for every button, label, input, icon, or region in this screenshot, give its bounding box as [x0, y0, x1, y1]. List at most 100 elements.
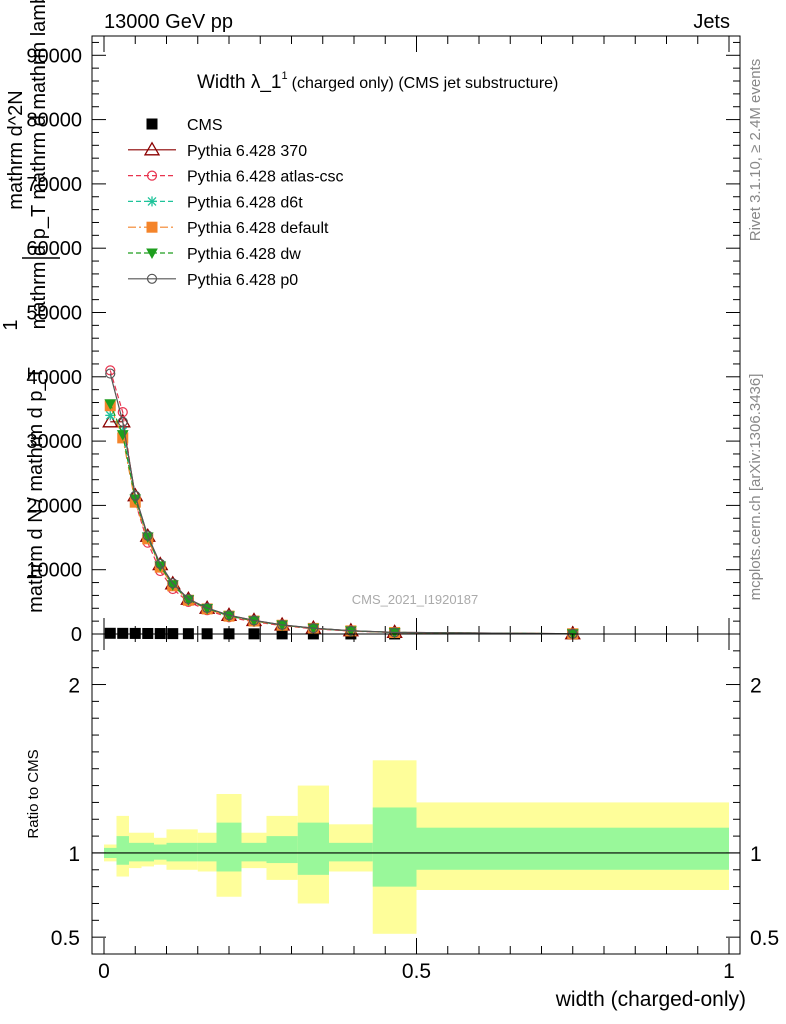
ylabel-numerator-2: mathrm d^2N	[5, 90, 27, 209]
x-tick-label: 1	[723, 960, 735, 983]
ratio-inner-band	[166, 842, 179, 862]
ratio-inner-band	[154, 844, 167, 860]
legend-label: Pythia 6.428 p0	[187, 272, 298, 289]
ratio-bands	[104, 760, 729, 934]
data-point	[105, 368, 116, 379]
ratio-inner-band	[197, 842, 217, 862]
legend-label: CMS	[187, 117, 223, 134]
main-y-axis-label: 1 mathrm d N / mathrm d p_T mathrm d^2N …	[0, 0, 60, 613]
data-point	[155, 558, 166, 570]
ratio-y-label: Ratio to CMS	[25, 749, 42, 838]
series-line	[109, 405, 573, 635]
main-y-tick-label: 60000	[26, 238, 82, 260]
series-line	[109, 403, 573, 635]
data-point	[105, 410, 116, 421]
x-axis-label: width (charged-only)	[555, 988, 746, 1011]
legend-item: Pythia 6.428 p0	[128, 272, 298, 289]
data-point	[104, 627, 116, 639]
ratio-inner-band	[241, 842, 267, 862]
legend-label: Pythia 6.428 atlas-csc	[187, 169, 344, 186]
x-tick-label: 0	[98, 960, 110, 983]
ratio-y-tick-label: 1	[68, 843, 80, 866]
data-point	[223, 610, 235, 621]
legend-item: Pythia 6.428 default	[128, 220, 329, 237]
series-pythia-6-428-atlas-csc	[105, 365, 578, 639]
ratio-axis-ticks: 0.5 0.5 1 1 2 2 0 0.5 1	[51, 634, 779, 983]
data-point	[154, 561, 167, 572]
ratio-inner-band	[297, 822, 329, 875]
main-y-tick-label: 50000	[26, 302, 82, 324]
legend-marker	[143, 141, 161, 156]
data-point	[130, 490, 141, 501]
main-y-tick-label: 90000	[26, 45, 82, 67]
legend-item: Pythia 6.428 dw	[128, 246, 301, 263]
data-point	[248, 615, 260, 626]
ratio-inner-band	[216, 822, 242, 872]
data-point	[104, 399, 117, 410]
data-point	[183, 593, 194, 605]
legend-marker	[146, 248, 158, 260]
ratio-y-tick-label: 2	[68, 675, 80, 698]
main-y-tick-label: 20000	[26, 495, 82, 517]
x-tick-label: 0.5	[402, 960, 431, 983]
legend-item: Pythia 6.428 d6t	[128, 194, 303, 211]
series-pythia-6-428-default	[104, 400, 579, 640]
series-line	[109, 370, 573, 635]
main-panel: 0 10000 20000 30000 40000 50000 60000 70000 8000…	[0, 0, 741, 646]
legend-item: Pythia 6.428 370	[128, 141, 307, 160]
ylabel-denominator: mathrm d N / mathrm d p_T	[25, 367, 47, 613]
data-point	[345, 625, 356, 636]
ratio-inner-band	[179, 842, 198, 862]
legend-marker	[146, 170, 158, 181]
main-y-tick-label: 10000	[26, 560, 82, 582]
ratio-panel: 0.5 0.5 1 1 2 2 0 0.5 1 Ratio to CMS width (char…	[25, 633, 779, 1011]
legend-label: Pythia 6.428 default	[187, 220, 329, 237]
legend-label: Pythia 6.428 d6t	[187, 194, 303, 211]
plot-title-main: Width λ_1	[197, 72, 281, 93]
legend: CMS Pythia 6.428 370 Pythia 6.428 atlas-cs…	[128, 117, 344, 289]
ratio-inner-band	[266, 836, 298, 864]
analysis-watermark: CMS_2021_I1920187	[352, 592, 479, 607]
process-label: Jets	[693, 11, 730, 33]
main-y-tick-label: 40000	[26, 367, 82, 389]
data-point	[117, 416, 128, 427]
main-axis-ticks: 0 10000 20000 30000 40000 50000 60000 70000 8000…	[26, 36, 740, 646]
data-point	[308, 623, 319, 634]
data-point	[202, 602, 213, 614]
ratio-y-tick-label: 0.5	[51, 927, 80, 950]
ratio-y-tick-label-right: 0.5	[750, 927, 779, 950]
legend-label: Pythia 6.428 370	[187, 143, 307, 160]
legend-marker	[146, 118, 158, 130]
main-y-tick-label: 0	[71, 624, 82, 646]
ratio-inner-band	[416, 827, 729, 870]
data-point	[142, 627, 154, 639]
data-point	[117, 627, 129, 639]
ratio-inner-band	[116, 836, 129, 865]
ratio-y-tick-label-right: 2	[750, 675, 762, 698]
series-line	[110, 421, 573, 635]
ratio-inner-band	[141, 842, 154, 862]
ratio-y-tick-label-right: 1	[750, 843, 762, 866]
legend-label: Pythia 6.428 dw	[187, 246, 301, 263]
mcplots-label: mcplots.cern.ch [arXiv:1306.3436]	[747, 374, 764, 601]
series-line	[109, 415, 573, 635]
main-y-tick-label: 30000	[26, 431, 82, 453]
main-y-tick-label: 70000	[26, 174, 82, 196]
legend-item: Pythia 6.428 atlas-csc	[128, 169, 344, 186]
series-pythia-6-428-dw	[104, 399, 579, 640]
series-pythia-6-428-p0	[105, 368, 578, 639]
legend-marker	[146, 273, 158, 284]
plot-title-sup: 1	[281, 70, 287, 82]
data-point	[142, 530, 153, 541]
legend-marker	[146, 221, 158, 233]
series-pythia-6-428-d6t	[105, 410, 578, 639]
ylabel-denominator-2: mathrm d p_T mathrm d mathrm lambda	[28, 0, 50, 329]
ylabel-numerator: 1	[0, 319, 22, 330]
data-point	[389, 627, 400, 638]
ratio-inner-band	[129, 842, 142, 862]
series-line	[109, 373, 573, 635]
rivet-label: Rivet 3.1.10, ≥ 2.4M events	[747, 59, 764, 242]
data-point	[277, 619, 288, 630]
energy-label: 13000 GeV pp	[104, 11, 233, 33]
legend-marker	[147, 196, 157, 207]
